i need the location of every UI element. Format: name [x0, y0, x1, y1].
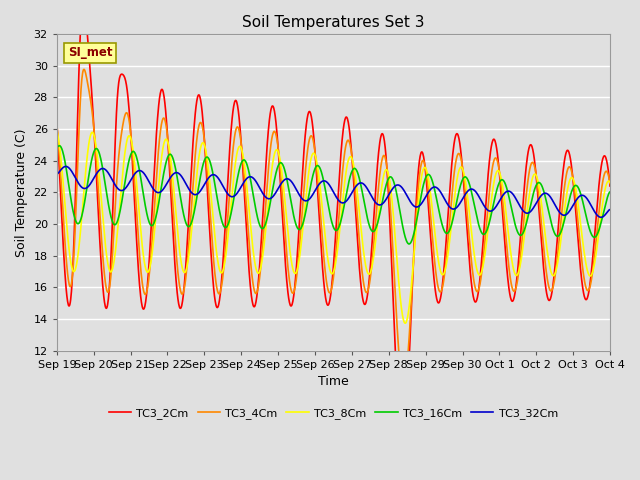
TC3_2Cm	[53, 120, 61, 125]
Line: TC3_8Cm: TC3_8Cm	[57, 131, 610, 323]
TC3_16Cm	[238, 158, 246, 164]
TC3_4Cm	[541, 259, 549, 264]
TC3_4Cm	[606, 180, 614, 186]
Legend: TC3_2Cm, TC3_4Cm, TC3_8Cm, TC3_16Cm, TC3_32Cm: TC3_2Cm, TC3_4Cm, TC3_8Cm, TC3_16Cm, TC3…	[104, 404, 563, 423]
TC3_16Cm	[492, 189, 500, 195]
TC3_16Cm	[56, 143, 63, 149]
TC3_2Cm	[420, 156, 428, 162]
TC3_32Cm	[420, 197, 428, 203]
TC3_4Cm	[80, 67, 88, 72]
Title: Soil Temperatures Set 3: Soil Temperatures Set 3	[242, 15, 425, 30]
TC3_8Cm	[420, 166, 428, 171]
TC3_2Cm	[177, 305, 184, 311]
TC3_16Cm	[606, 189, 614, 195]
TC3_8Cm	[238, 147, 246, 153]
TC3_32Cm	[492, 204, 500, 210]
Line: TC3_16Cm: TC3_16Cm	[57, 146, 610, 244]
TC3_2Cm	[238, 154, 246, 160]
TC3_16Cm	[163, 157, 171, 163]
Y-axis label: Soil Temperature (C): Soil Temperature (C)	[15, 128, 28, 256]
TC3_4Cm	[492, 156, 500, 161]
TC3_32Cm	[606, 207, 614, 213]
Line: TC3_4Cm: TC3_4Cm	[57, 70, 610, 385]
TC3_4Cm	[400, 382, 408, 388]
Line: TC3_32Cm: TC3_32Cm	[57, 167, 610, 217]
X-axis label: Time: Time	[318, 375, 349, 388]
TC3_16Cm	[405, 241, 413, 247]
TC3_32Cm	[597, 215, 605, 220]
TC3_4Cm	[163, 127, 171, 133]
TC3_8Cm	[53, 128, 61, 134]
TC3_16Cm	[177, 193, 184, 199]
Line: TC3_2Cm: TC3_2Cm	[57, 0, 610, 444]
TC3_2Cm	[541, 279, 549, 285]
TC3_4Cm	[420, 159, 428, 165]
TC3_8Cm	[541, 228, 548, 233]
TC3_4Cm	[238, 149, 246, 155]
TC3_16Cm	[420, 180, 428, 186]
TC3_32Cm	[177, 172, 184, 178]
TC3_32Cm	[163, 181, 171, 187]
TC3_4Cm	[177, 287, 184, 292]
TC3_32Cm	[62, 164, 70, 169]
TC3_32Cm	[53, 171, 61, 177]
TC3_16Cm	[541, 193, 549, 199]
TC3_2Cm	[79, 0, 87, 3]
TC3_2Cm	[163, 122, 171, 128]
TC3_32Cm	[238, 182, 246, 188]
TC3_2Cm	[606, 183, 614, 189]
TC3_4Cm	[53, 121, 61, 127]
TC3_2Cm	[399, 442, 406, 447]
TC3_32Cm	[541, 191, 548, 196]
TC3_8Cm	[492, 171, 500, 177]
TC3_8Cm	[176, 250, 184, 256]
Text: SI_met: SI_met	[68, 46, 113, 59]
TC3_8Cm	[401, 320, 409, 326]
TC3_8Cm	[163, 136, 170, 142]
TC3_16Cm	[53, 144, 61, 150]
TC3_2Cm	[492, 143, 500, 149]
TC3_8Cm	[606, 180, 614, 185]
